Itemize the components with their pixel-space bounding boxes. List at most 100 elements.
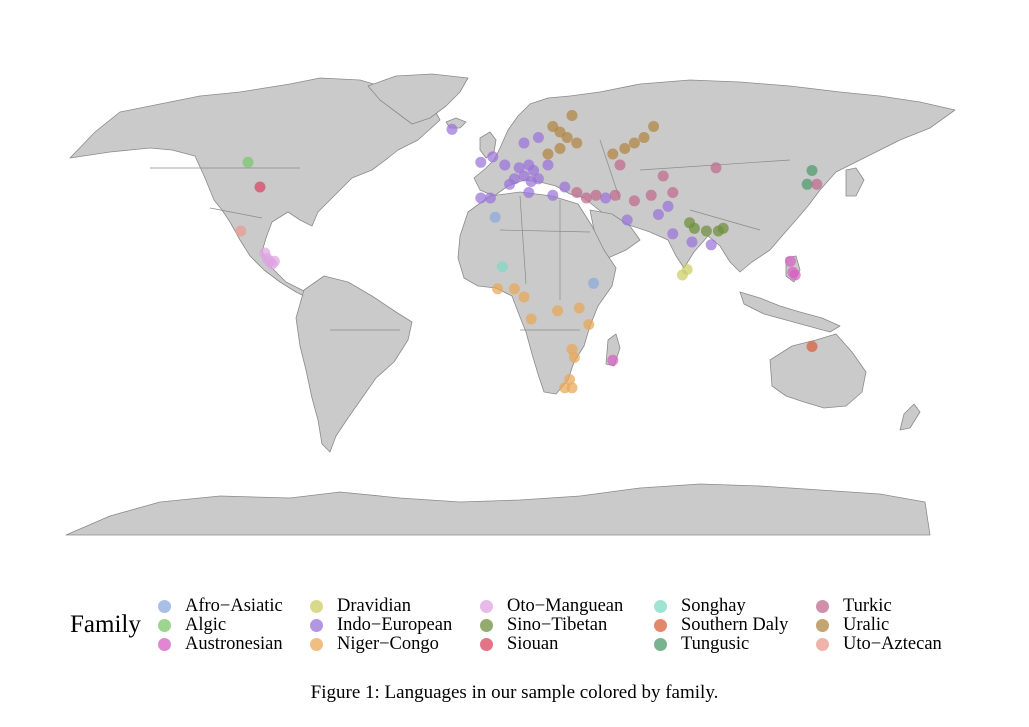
land-south-america xyxy=(295,275,413,453)
language-point xyxy=(811,178,823,190)
language-point xyxy=(645,189,657,201)
land-australia xyxy=(769,333,867,409)
language-point xyxy=(789,269,801,281)
country-borders xyxy=(150,139,791,331)
land-sea-islands xyxy=(739,291,841,333)
land-eurasia xyxy=(473,79,956,273)
legend-label: Dravidian xyxy=(337,596,411,616)
legend-swatch xyxy=(480,619,493,632)
language-point xyxy=(710,162,722,174)
legend-label: Algic xyxy=(185,615,227,635)
legend-label: Afro−Asiatic xyxy=(185,596,283,616)
language-point xyxy=(638,132,650,143)
legend-swatch xyxy=(310,638,323,651)
language-point xyxy=(628,137,640,149)
language-point xyxy=(705,239,717,251)
legend-swatch xyxy=(816,638,829,651)
language-point xyxy=(446,123,458,135)
legend-item: Algic xyxy=(158,615,283,635)
legend-swatch xyxy=(310,619,323,632)
language-point xyxy=(525,313,537,325)
legend-swatch xyxy=(158,619,171,632)
language-point xyxy=(662,200,674,212)
language-point xyxy=(688,222,700,234)
language-point xyxy=(801,178,813,190)
legend-label: Niger−Congo xyxy=(337,634,439,654)
legend-column: Afro−Asiatic Algic Austronesian xyxy=(158,596,283,654)
legend-swatch xyxy=(654,638,667,651)
language-point xyxy=(487,151,499,163)
language-point xyxy=(552,305,564,317)
border-us-mexico xyxy=(209,207,263,219)
border-africa-mid xyxy=(519,195,527,285)
legend-swatch xyxy=(654,619,667,632)
legend-item: Songhay xyxy=(654,596,788,616)
language-point xyxy=(583,319,595,330)
legend-swatch xyxy=(480,600,493,613)
legend-column: Oto−Manguean Sino−Tibetan Siouan xyxy=(480,596,624,654)
legend-item: Niger−Congo xyxy=(310,634,452,654)
language-point xyxy=(571,137,583,149)
language-point xyxy=(621,214,633,226)
language-point xyxy=(542,148,554,160)
language-point xyxy=(268,255,280,267)
language-point xyxy=(542,159,554,171)
language-point xyxy=(499,159,511,171)
language-point xyxy=(559,181,571,193)
legend-item: Oto−Manguean xyxy=(480,596,624,616)
language-point xyxy=(571,187,583,198)
language-point xyxy=(667,228,679,240)
language-point xyxy=(657,170,669,182)
legend-item: Afro−Asiatic xyxy=(158,596,283,616)
world-map-svg xyxy=(65,73,956,536)
language-point xyxy=(513,162,525,174)
language-point xyxy=(254,181,266,193)
language-point xyxy=(554,143,566,154)
legend-column: Turkic Uralic Uto−Aztecan xyxy=(816,596,942,654)
border-china-india xyxy=(689,209,761,231)
legend-item: Uto−Aztecan xyxy=(816,634,942,654)
language-point xyxy=(528,165,540,176)
language-point xyxy=(496,261,508,273)
legend-title: Family xyxy=(70,611,141,638)
land-layer xyxy=(65,73,956,536)
language-point xyxy=(784,255,796,267)
language-point xyxy=(518,291,530,303)
language-point xyxy=(504,178,516,190)
legend-label: Tungusic xyxy=(681,634,750,654)
language-point xyxy=(590,189,602,201)
language-point xyxy=(686,236,698,248)
language-point xyxy=(568,352,580,363)
language-point xyxy=(652,209,664,220)
legend-label: Oto−Manguean xyxy=(507,596,624,616)
language-point xyxy=(532,132,544,143)
language-point xyxy=(806,165,818,176)
legend-column: Dravidian Indo−European Niger−Congo xyxy=(310,596,453,654)
legend-swatch xyxy=(816,600,829,613)
legend-item: Sino−Tibetan xyxy=(480,615,623,635)
language-point xyxy=(561,132,573,143)
language-point xyxy=(619,143,631,154)
language-point xyxy=(700,225,712,237)
legend-swatch xyxy=(158,638,171,651)
language-point xyxy=(614,159,626,171)
language-point xyxy=(628,195,640,207)
language-points xyxy=(235,110,823,394)
language-point xyxy=(717,222,729,234)
legend-item: Dravidian xyxy=(310,596,452,616)
legend-item: Uralic xyxy=(816,615,942,635)
language-point xyxy=(547,189,559,201)
land-greenland xyxy=(367,73,469,125)
legend-swatch xyxy=(158,600,171,613)
legend-label: Turkic xyxy=(843,596,892,616)
legend-label: Indo−European xyxy=(337,615,453,635)
language-point xyxy=(566,110,578,121)
language-point xyxy=(580,192,592,204)
language-point xyxy=(573,302,585,314)
language-point xyxy=(667,187,679,198)
legend-item: Indo−European xyxy=(310,615,453,635)
legend-swatch xyxy=(310,600,323,613)
language-point xyxy=(242,156,254,168)
legend-item: Turkic xyxy=(816,596,942,616)
language-point xyxy=(475,156,487,168)
